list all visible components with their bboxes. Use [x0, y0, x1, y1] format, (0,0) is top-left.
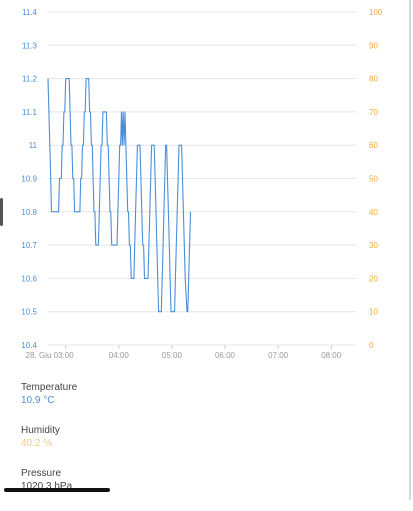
y-tick-left: 11.1 — [22, 108, 38, 117]
y-tick-right: 0 — [369, 341, 374, 350]
y-tick-left: 10.6 — [21, 274, 37, 283]
y-axis-right: 0 10 20 30 40 50 60 70 80 90 100 — [369, 8, 383, 350]
x-tick-label: 05:00 — [162, 351, 183, 360]
humidity-label: Humidity — [21, 425, 60, 436]
x-tick-label: 08:00 — [321, 351, 342, 360]
temperature-reading[interactable]: Temperature 10.9 °C — [21, 382, 401, 407]
weather-chart: 10.4 10.5 10.6 10.7 10.8 10.9 11 11.1 11.2 11.3 11… — [21, 8, 383, 360]
temperature-series-line — [47, 78, 192, 313]
x-tick-label: 28. Giu 03:00 — [26, 351, 75, 360]
x-tick-label: 07:00 — [268, 351, 289, 360]
drag-handle[interactable] — [0, 198, 3, 226]
chart-grid — [48, 11, 356, 346]
x-tick-label: 06:00 — [215, 351, 236, 360]
humidity-reading[interactable]: Humidity 40.2 % — [21, 425, 401, 450]
pressure-reading[interactable]: Pressure 1020.3 hPa — [21, 468, 401, 493]
temperature-value: 10.9 °C — [21, 395, 55, 406]
y-tick-left: 10.4 — [21, 341, 37, 350]
y-tick-left: 11.2 — [22, 75, 38, 84]
temperature-label: Temperature — [21, 382, 78, 393]
humidity-value: 40.2 % — [21, 438, 53, 449]
x-axis: 28. Giu 03:00 04:00 05:00 06:00 07:00 08:00 — [26, 345, 342, 360]
pressure-label: Pressure — [21, 468, 62, 479]
y-tick-right: 60 — [369, 141, 378, 150]
y-tick-right: 100 — [369, 8, 383, 17]
y-tick-left: 10.9 — [21, 175, 37, 184]
y-tick-left: 11.3 — [22, 41, 38, 50]
y-tick-right: 70 — [369, 108, 378, 117]
y-tick-right: 50 — [369, 175, 378, 184]
y-tick-right: 90 — [369, 41, 378, 50]
y-tick-left: 10.7 — [21, 241, 37, 250]
y-tick-left: 10.8 — [21, 208, 37, 217]
y-axis-left: 10.4 10.5 10.6 10.7 10.8 10.9 11 11.1 11.2 11.3 11… — [21, 8, 37, 350]
y-tick-left: 11.4 — [22, 8, 38, 17]
y-tick-right: 20 — [369, 274, 378, 283]
readings-panel: Temperature 10.9 °C Humidity 40.2 % Pres… — [21, 382, 401, 511]
x-tick-label: 04:00 — [109, 351, 130, 360]
y-tick-left: 11 — [29, 141, 38, 150]
y-tick-right: 10 — [369, 308, 378, 317]
right-edge-divider — [409, 0, 411, 500]
y-tick-right: 40 — [369, 208, 378, 217]
chart-series — [47, 78, 192, 313]
pressure-value: 1020.3 hPa — [21, 481, 73, 492]
y-tick-right: 80 — [369, 75, 378, 84]
y-tick-right: 30 — [369, 241, 378, 250]
home-indicator[interactable] — [4, 488, 110, 492]
y-tick-left: 10.5 — [21, 308, 37, 317]
